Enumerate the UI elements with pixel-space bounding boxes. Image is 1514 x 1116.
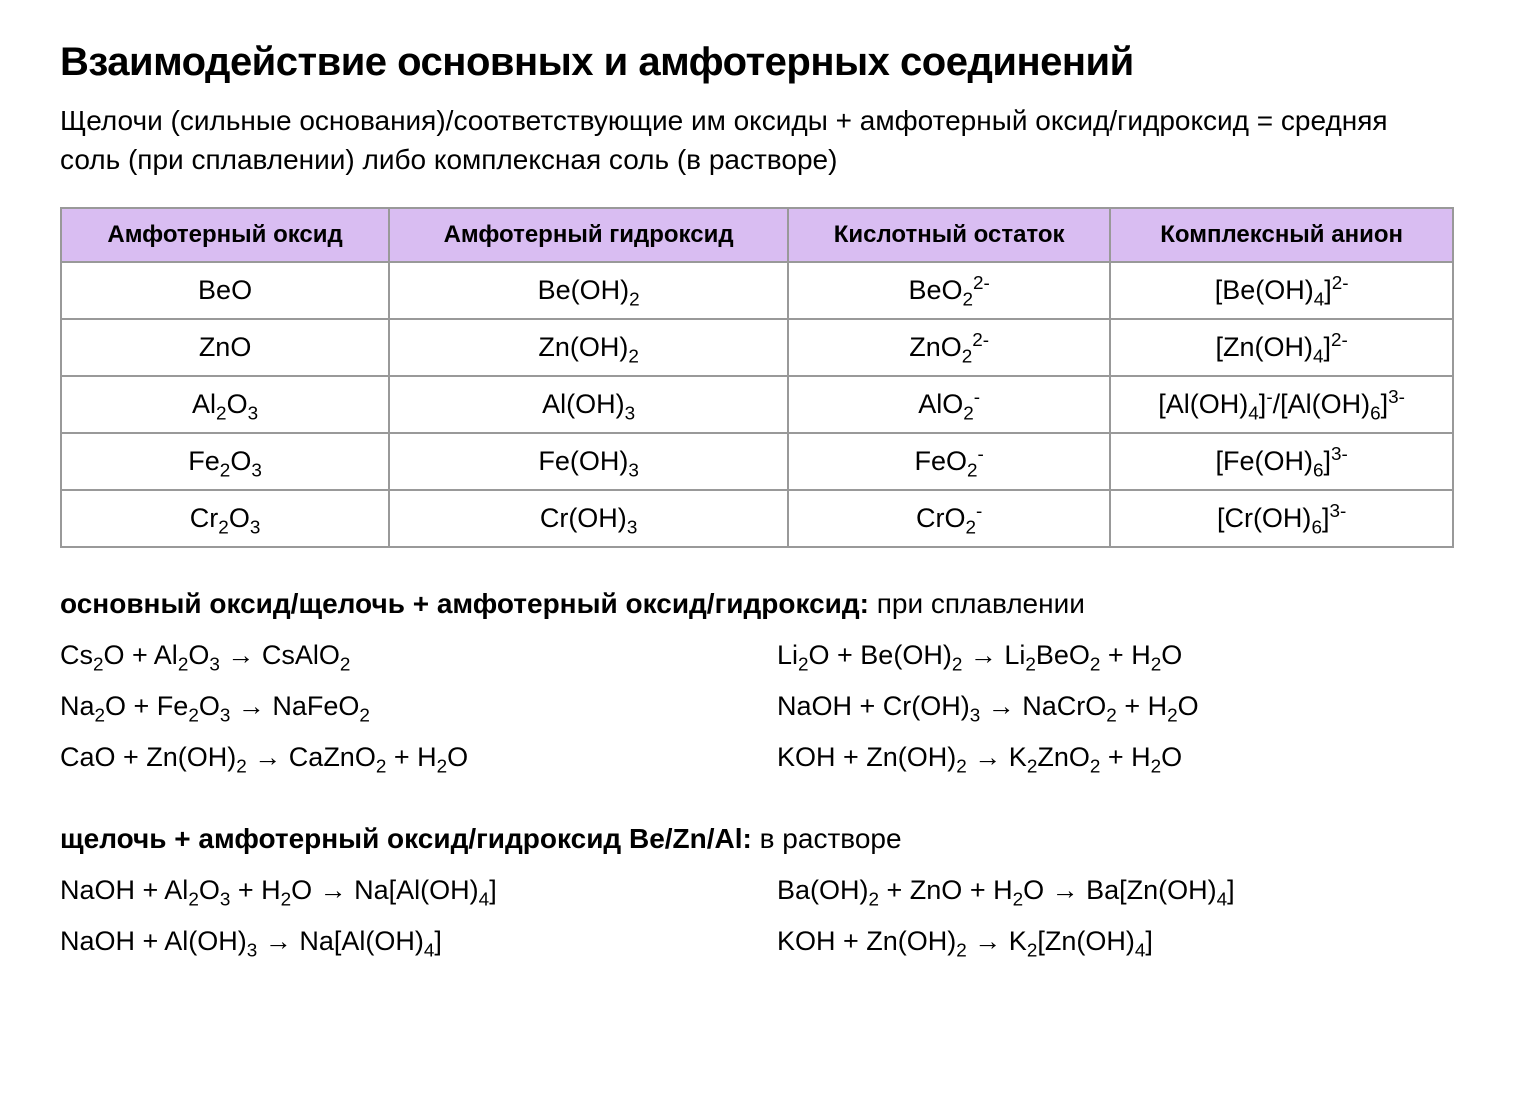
- table-cell: Cr(OH)3: [389, 490, 788, 547]
- compounds-table: Амфотерный оксид Амфотерный гидроксид Ки…: [60, 207, 1454, 548]
- table-cell: Cr2O3: [61, 490, 389, 547]
- table-cell: Be(OH)2: [389, 262, 788, 319]
- equation: NaOH + Al(OH)3 → Na[Al(OH)4]: [60, 926, 737, 957]
- table-row: Al2O3Al(OH)3AlO2-[Al(OH)4]-/[Al(OH)6]3-: [61, 376, 1453, 433]
- equation: CaO + Zn(OH)2 → CaZnO2 + H2O: [60, 742, 737, 773]
- table-cell: Fe2O3: [61, 433, 389, 490]
- table-cell: BeO: [61, 262, 389, 319]
- table-cell: [Cr(OH)6]3-: [1110, 490, 1453, 547]
- table-cell: CrO2-: [788, 490, 1110, 547]
- table-cell: Fe(OH)3: [389, 433, 788, 490]
- section2-title-rest: в растворе: [752, 823, 902, 854]
- section1-title: основный оксид/щелочь + амфотерный оксид…: [60, 588, 1454, 620]
- page-title: Взаимодействие основных и амфотерных сое…: [60, 40, 1454, 85]
- table-cell: ZnO: [61, 319, 389, 376]
- table-cell: Zn(OH)2: [389, 319, 788, 376]
- equation: NaOH + Cr(OH)3 → NaCrO2 + H2O: [777, 691, 1454, 722]
- table-row: ZnOZn(OH)2ZnO22-[Zn(OH)4]2-: [61, 319, 1453, 376]
- equation: Li2O + Be(OH)2 → Li2BeO2 + H2O: [777, 640, 1454, 671]
- section2-title: щелочь + амфотерный оксид/гидроксид Be/Z…: [60, 823, 1454, 855]
- section1-equations: Cs2O + Al2O3 → CsAlO2 Li2O + Be(OH)2 → Li…: [60, 640, 1454, 773]
- equation: KOH + Zn(OH)2 → K2[Zn(OH)4]: [777, 926, 1454, 957]
- col-complex: Комплексный анион: [1110, 208, 1453, 262]
- table-cell: Al(OH)3: [389, 376, 788, 433]
- equation: Cs2O + Al2O3 → CsAlO2: [60, 640, 737, 671]
- table-row: Cr2O3Cr(OH)3CrO2-[Cr(OH)6]3-: [61, 490, 1453, 547]
- table-row: Fe2O3Fe(OH)3FeO2-[Fe(OH)6]3-: [61, 433, 1453, 490]
- table-cell: Al2O3: [61, 376, 389, 433]
- equation: KOH + Zn(OH)2 → K2ZnO2 + H2O: [777, 742, 1454, 773]
- table-cell: AlO2-: [788, 376, 1110, 433]
- section2-title-bold: щелочь + амфотерный оксид/гидроксид Be/Z…: [60, 823, 752, 854]
- table-cell: BeO22-: [788, 262, 1110, 319]
- table-cell: [Fe(OH)6]3-: [1110, 433, 1453, 490]
- col-hydroxide: Амфотерный гидроксид: [389, 208, 788, 262]
- section2-equations: NaOH + Al2O3 + H2O → Na[Al(OH)4] Ba(OH)2 …: [60, 875, 1454, 957]
- section1-title-rest: при сплавлении: [869, 588, 1085, 619]
- table-row: BeOBe(OH)2BeO22-[Be(OH)4]2-: [61, 262, 1453, 319]
- table-body: BeOBe(OH)2BeO22-[Be(OH)4]2-ZnOZn(OH)2ZnO…: [61, 262, 1453, 547]
- page-subtitle: Щелочи (сильные основания)/соответствующ…: [60, 101, 1454, 179]
- equation: NaOH + Al2O3 + H2O → Na[Al(OH)4]: [60, 875, 737, 906]
- table-cell: [Zn(OH)4]2-: [1110, 319, 1453, 376]
- section1-title-bold: основный оксид/щелочь + амфотерный оксид…: [60, 588, 869, 619]
- equation: Na2O + Fe2O3 → NaFeO2: [60, 691, 737, 722]
- table-cell: [Al(OH)4]-/[Al(OH)6]3-: [1110, 376, 1453, 433]
- table-cell: [Be(OH)4]2-: [1110, 262, 1453, 319]
- col-acid-rest: Кислотный остаток: [788, 208, 1110, 262]
- table-cell: FeO2-: [788, 433, 1110, 490]
- table-cell: ZnO22-: [788, 319, 1110, 376]
- col-oxide: Амфотерный оксид: [61, 208, 389, 262]
- equation: Ba(OH)2 + ZnO + H2O → Ba[Zn(OH)4]: [777, 875, 1454, 906]
- table-header-row: Амфотерный оксид Амфотерный гидроксид Ки…: [61, 208, 1453, 262]
- document-page: Взаимодействие основных и амфотерных сое…: [0, 0, 1514, 1047]
